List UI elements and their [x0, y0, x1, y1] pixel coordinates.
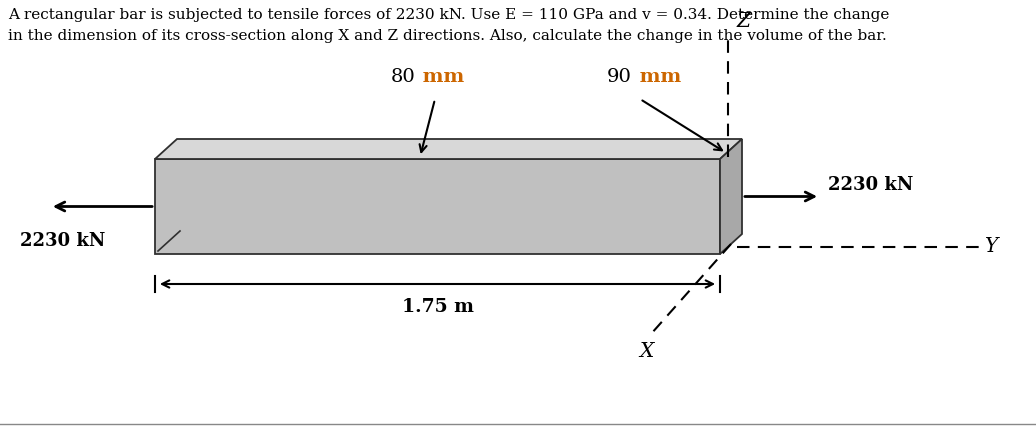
Text: 2230 kN: 2230 kN — [828, 175, 914, 193]
Text: 1.75 m: 1.75 m — [402, 298, 473, 316]
Text: in the dimension of its cross-section along X and Z directions. Also, calculate : in the dimension of its cross-section al… — [8, 29, 887, 43]
Text: mm: mm — [416, 68, 464, 86]
Text: 80: 80 — [391, 68, 415, 86]
Text: A rectangular bar is subjected to tensile forces of 2230 kN. Use E = 110 GPa and: A rectangular bar is subjected to tensil… — [8, 8, 889, 22]
Text: mm: mm — [633, 68, 682, 86]
Polygon shape — [155, 159, 720, 254]
Text: 90: 90 — [607, 68, 632, 86]
Text: 2230 kN: 2230 kN — [20, 232, 106, 250]
Text: Z: Z — [737, 12, 750, 31]
Polygon shape — [720, 139, 742, 254]
Text: X: X — [639, 342, 653, 361]
Polygon shape — [155, 139, 742, 159]
Text: Y: Y — [985, 238, 999, 257]
